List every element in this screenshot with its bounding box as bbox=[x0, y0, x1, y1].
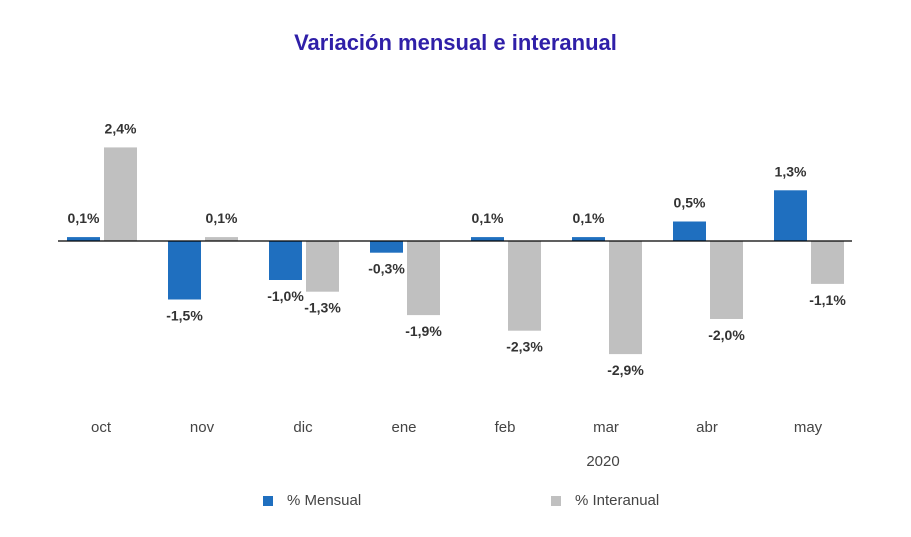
data-label-mensual-oct: 0,1% bbox=[68, 210, 100, 226]
legend-label-interanual: % Interanual bbox=[575, 492, 660, 509]
data-label-mensual-nov: -1,5% bbox=[166, 308, 203, 324]
bar-interanual-abr bbox=[710, 241, 743, 319]
data-label-mensual-dic: -1,0% bbox=[267, 288, 304, 304]
legend-item-interanual: % Interanual bbox=[551, 492, 659, 509]
data-label-interanual-abr: -2,0% bbox=[708, 327, 745, 343]
data-label-mensual-ene: -0,3% bbox=[368, 261, 405, 277]
bar-interanual-may bbox=[811, 241, 844, 284]
bar-mensual-nov bbox=[168, 241, 201, 300]
x-tick-label-oct: oct bbox=[91, 419, 112, 436]
bar-interanual-feb bbox=[508, 241, 541, 331]
bar-mensual-oct bbox=[67, 237, 100, 241]
bar-interanual-mar bbox=[609, 241, 642, 355]
bar-mensual-mar bbox=[572, 237, 605, 241]
bar-mensual-ene bbox=[370, 241, 403, 253]
bar-mensual-dic bbox=[269, 241, 302, 280]
x-tick-label-dic: dic bbox=[293, 419, 313, 436]
data-label-mensual-may: 1,3% bbox=[775, 163, 807, 179]
x-tick-label-abr: abr bbox=[696, 419, 718, 436]
legend-swatch-interanual bbox=[551, 495, 561, 506]
data-label-interanual-may: -1,1% bbox=[809, 292, 846, 308]
bar-interanual-ene bbox=[407, 241, 440, 316]
bar-interanual-nov bbox=[205, 237, 238, 241]
chart-title: Variación mensual e interanual bbox=[294, 30, 617, 55]
bar-mensual-may bbox=[774, 190, 807, 241]
data-label-interanual-dic: -1,3% bbox=[304, 300, 341, 316]
x-tick-label-mar: mar bbox=[593, 419, 619, 436]
bar-mensual-feb bbox=[471, 237, 504, 241]
data-label-interanual-feb: -2,3% bbox=[506, 339, 543, 355]
x-tick-label-nov: nov bbox=[190, 419, 215, 436]
data-label-mensual-feb: 0,1% bbox=[472, 210, 504, 226]
x-axis-year-label: 2020 bbox=[586, 453, 619, 470]
bar-interanual-oct bbox=[104, 147, 137, 241]
data-label-interanual-nov: 0,1% bbox=[206, 210, 238, 226]
bar-interanual-dic bbox=[306, 241, 339, 292]
data-label-interanual-oct: 2,4% bbox=[105, 120, 137, 136]
data-label-interanual-mar: -2,9% bbox=[607, 362, 644, 378]
x-tick-label-may: may bbox=[794, 419, 823, 436]
legend-item-mensual: % Mensual bbox=[263, 492, 361, 509]
bar-mensual-abr bbox=[673, 221, 706, 241]
legend-swatch-mensual bbox=[263, 495, 273, 506]
data-label-interanual-ene: -1,9% bbox=[405, 323, 442, 339]
x-tick-label-ene: ene bbox=[391, 419, 416, 436]
data-label-mensual-abr: 0,5% bbox=[674, 195, 706, 211]
legend-label-mensual: % Mensual bbox=[287, 492, 362, 509]
data-label-mensual-mar: 0,1% bbox=[573, 210, 605, 226]
x-tick-label-feb: feb bbox=[495, 419, 516, 436]
